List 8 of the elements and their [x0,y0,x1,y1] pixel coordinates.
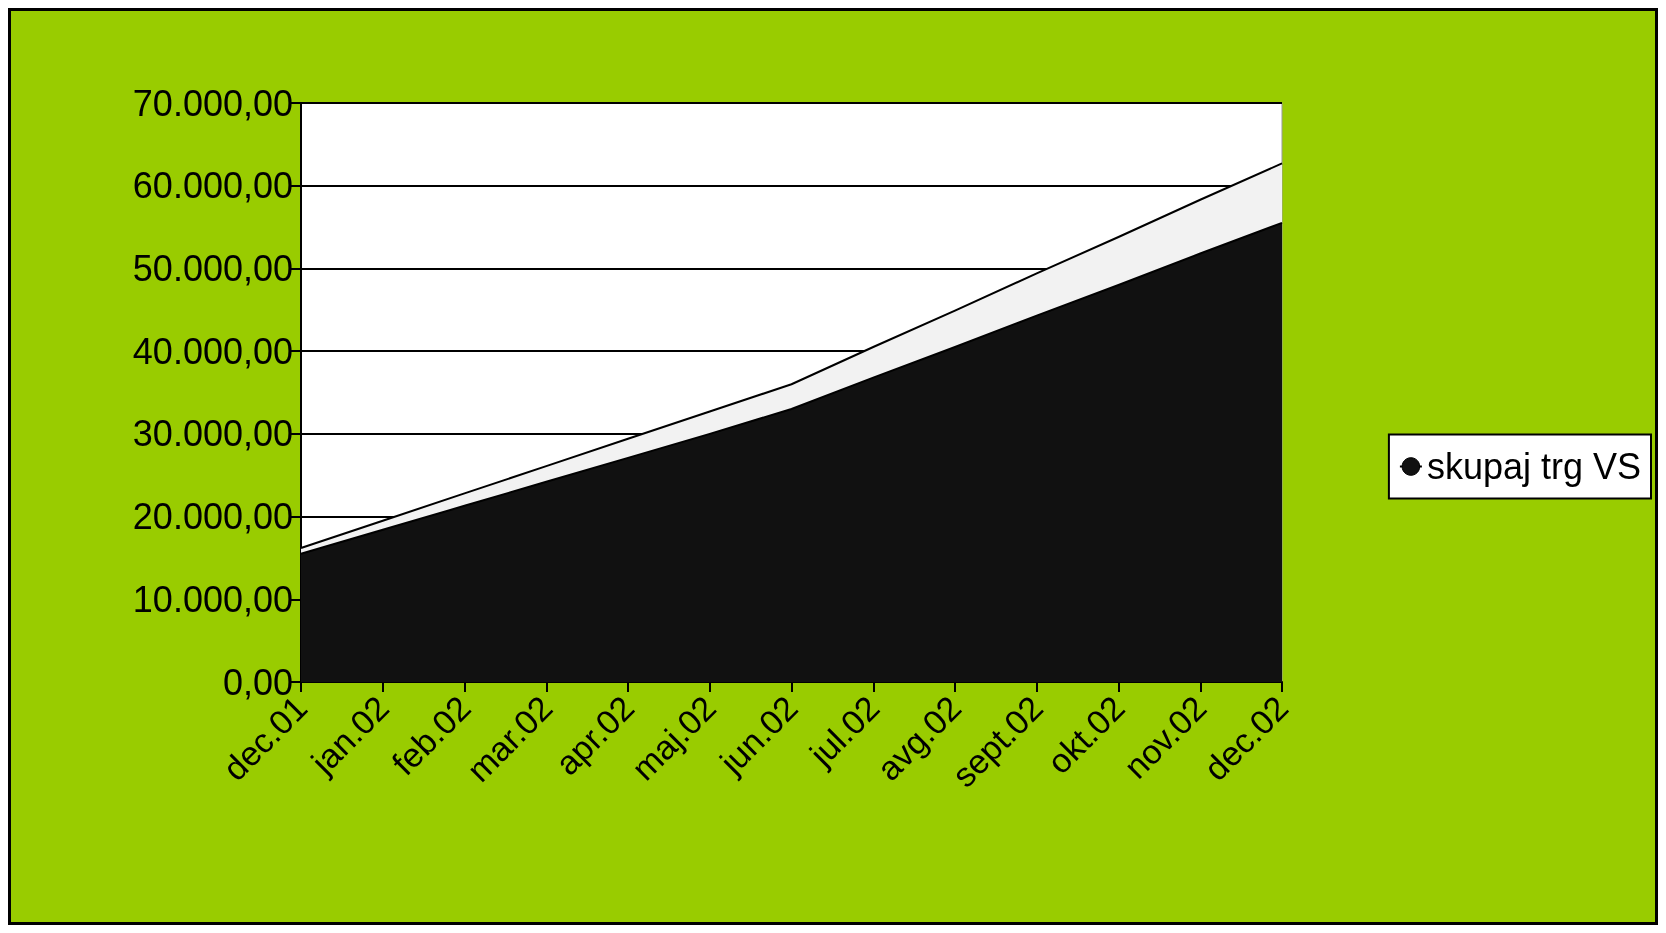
y-tick-label: 30.000,00 [132,413,293,455]
y-tick-label: 20.000,00 [132,496,293,538]
y-tick-label: 10.000,00 [132,578,293,620]
y-tick-label: 40.000,00 [132,330,293,372]
y-tick-label: 60.000,00 [132,165,293,207]
y-tick-label: 70.000,00 [132,82,293,124]
legend-label: skupaj trg VS [1426,446,1642,487]
y-tick-label: 50.000,00 [132,247,293,289]
